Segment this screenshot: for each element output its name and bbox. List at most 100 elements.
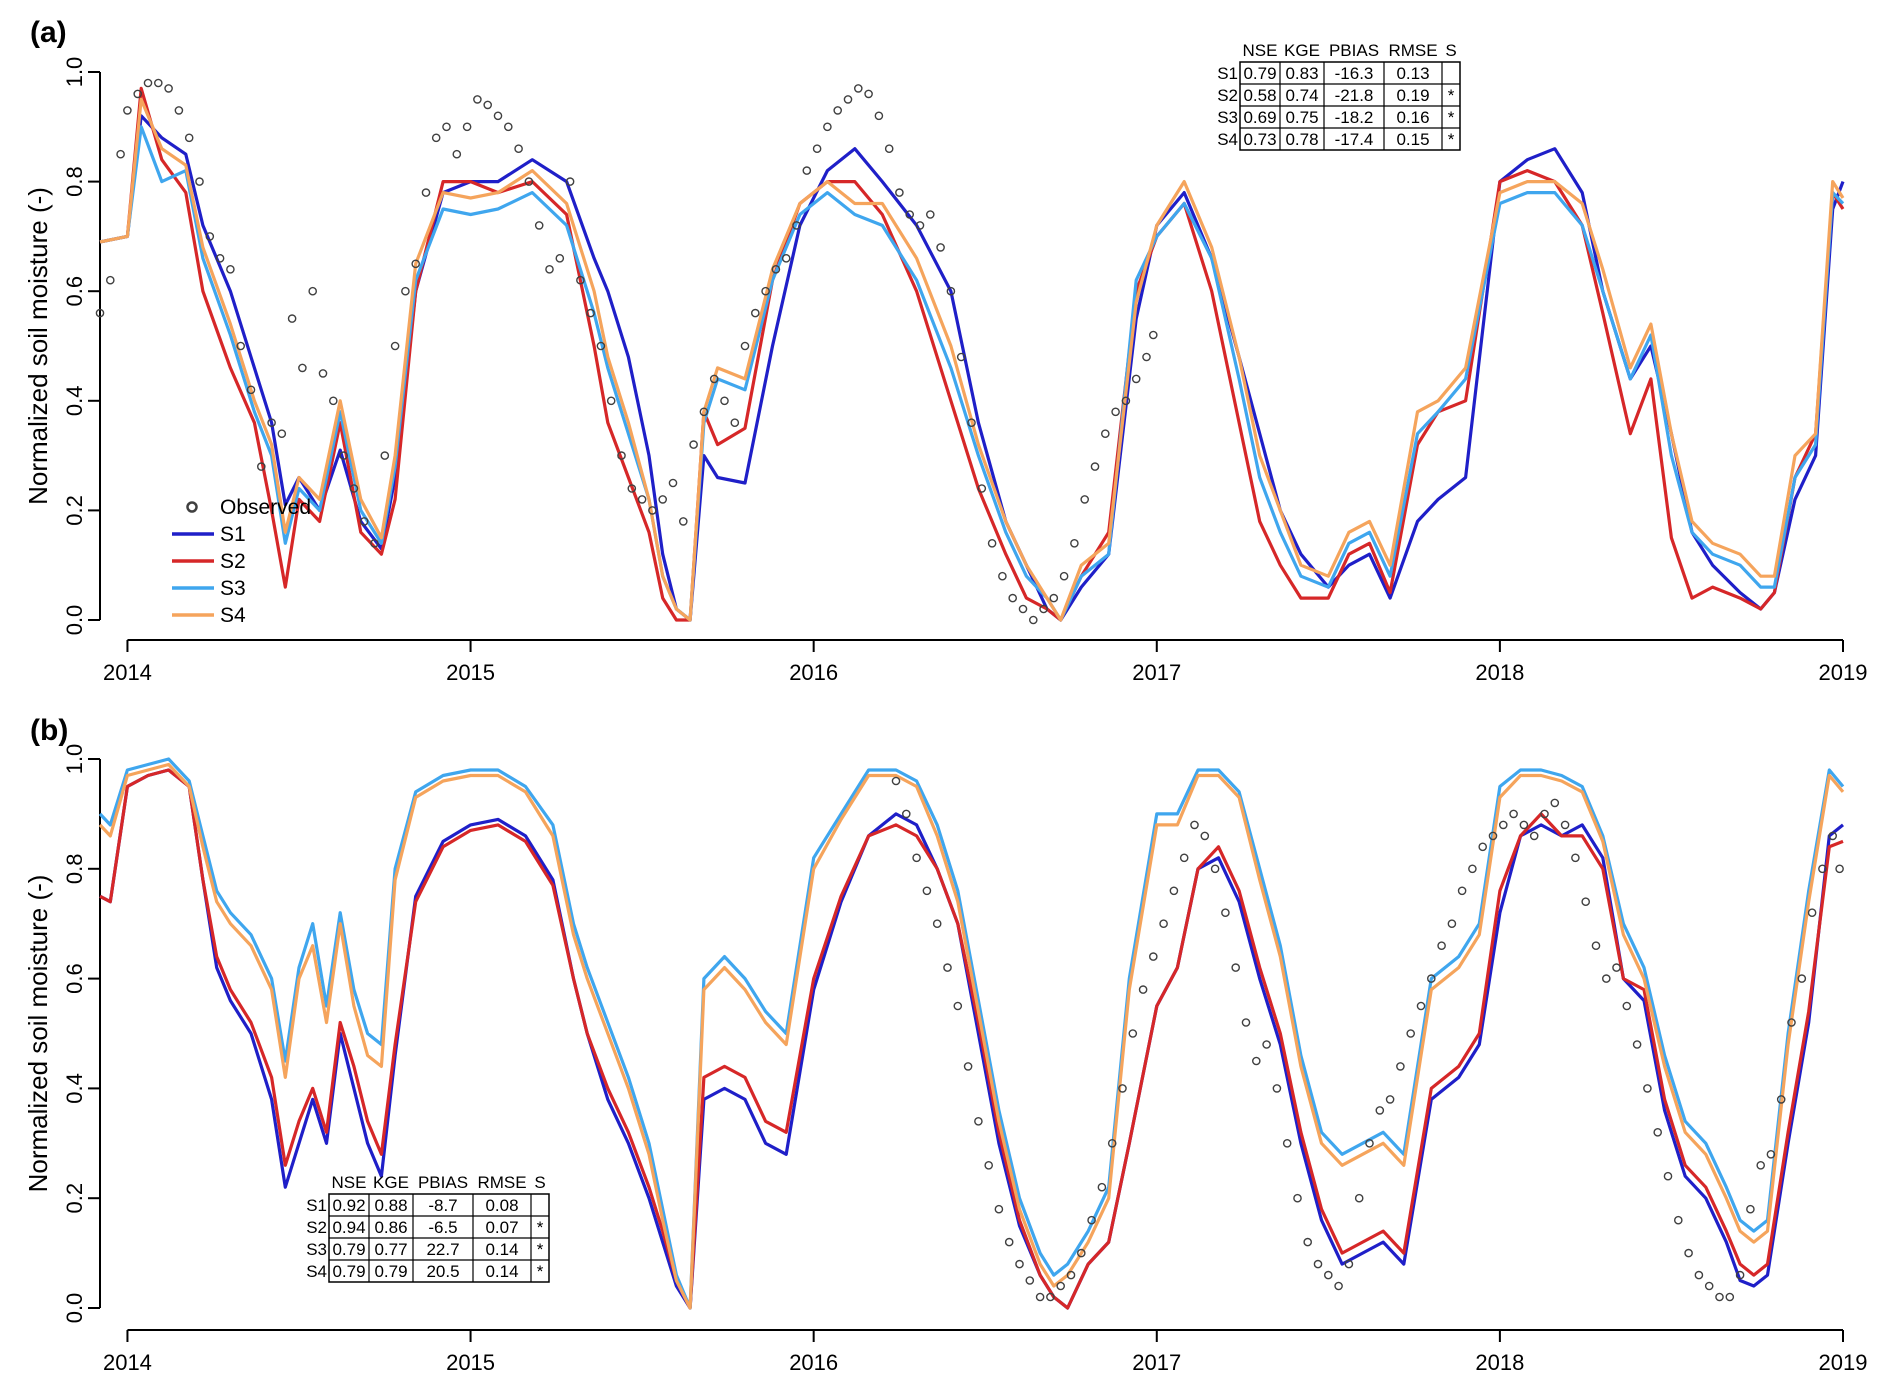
observed-point [720, 396, 729, 406]
observed-point [1416, 1001, 1426, 1011]
observed-point [1591, 941, 1601, 951]
observed-point [1324, 1270, 1333, 1280]
observed-point [380, 451, 390, 460]
observed-point [1231, 963, 1240, 972]
panel-label: (a) [30, 16, 67, 49]
observed-point [1149, 330, 1158, 340]
observed-point [943, 963, 952, 972]
observed-point [953, 1001, 963, 1011]
observed-point [1354, 1193, 1364, 1203]
observed-point [1746, 1204, 1755, 1214]
table-cell: 0.07 [485, 1218, 518, 1237]
observed-point [912, 853, 921, 863]
observed-point [1776, 1095, 1786, 1104]
observed-point [658, 495, 668, 504]
series-line-s1 [99, 114, 1845, 622]
observed-point [1694, 1270, 1704, 1280]
table-cell: -16.3 [1335, 64, 1374, 83]
observed-point [565, 177, 575, 186]
observed-point [370, 539, 379, 548]
y-tick-label: 0.4 [62, 386, 87, 417]
legend-marker-observed [186, 501, 198, 513]
observed-point [648, 506, 657, 515]
table-cell: -6.5 [428, 1218, 457, 1237]
observed-point [1066, 1270, 1076, 1280]
observed-point [1632, 1040, 1642, 1049]
table-header-cell: NSE [332, 1173, 367, 1192]
table-cell: 0.13 [1396, 64, 1429, 83]
observed-point [699, 407, 709, 417]
observed-point [1643, 1084, 1652, 1093]
observed-point [1097, 1182, 1107, 1192]
observed-point [895, 188, 904, 197]
table-cell: 0.88 [374, 1196, 407, 1215]
observed-point [915, 221, 925, 230]
observed-point [1334, 1281, 1343, 1291]
observed-point [116, 149, 125, 159]
table-cell: * [1448, 86, 1455, 105]
table-cell: 0.79 [1243, 64, 1276, 83]
observed-point [1046, 1292, 1055, 1302]
table-cell: 0.58 [1243, 86, 1276, 105]
observed-point [1581, 897, 1590, 907]
observed-point [493, 111, 503, 121]
observed-point [462, 122, 472, 132]
observed-point [1131, 374, 1141, 384]
observed-point [874, 111, 884, 121]
observed-point [1807, 908, 1817, 918]
observed-point [984, 1161, 994, 1170]
observed-point [1128, 1029, 1138, 1038]
observed-point [1571, 853, 1580, 863]
table-cell: -21.8 [1335, 86, 1374, 105]
observed-point [1077, 1248, 1086, 1258]
panel-label: (b) [30, 714, 68, 747]
table-row-label: S1 [306, 1196, 327, 1215]
observed-point [1210, 864, 1220, 874]
x-tick-label: 2014 [103, 1350, 152, 1375]
table-row-label: S3 [1217, 108, 1238, 127]
observed-point [977, 484, 987, 493]
panel-a: (a) 0.0 0.2 0.4 0.6 0.8 1.0 2014 2015 2016 2017 201… [23, 16, 1868, 685]
table-cell: 0.73 [1243, 130, 1276, 149]
observed-point [1080, 495, 1089, 504]
series-line-s3 [99, 125, 1845, 622]
observed-point [1111, 407, 1120, 417]
table-cell: -18.2 [1335, 108, 1374, 127]
observed-point [679, 517, 688, 526]
legend-label: S3 [220, 577, 246, 600]
observed-point [1427, 974, 1436, 983]
observed-point [298, 363, 307, 373]
observed-point [401, 286, 410, 296]
table-cell: * [537, 1240, 544, 1259]
observed-point [740, 341, 750, 351]
table-cell: 0.69 [1243, 108, 1276, 127]
observed-point [1766, 1150, 1776, 1159]
series-line-s4 [98, 762, 1845, 1310]
observed-point [195, 177, 204, 186]
observed-point [205, 232, 215, 241]
observed-point [1560, 820, 1570, 830]
table-header-cell: RMSE [1388, 41, 1437, 60]
observed-point [1735, 1270, 1745, 1280]
observed-point [555, 253, 565, 263]
observed-point [1375, 1106, 1385, 1115]
observed-point [1018, 604, 1028, 614]
observed-point [1059, 571, 1069, 581]
observed-point [812, 144, 822, 153]
observed-point [1499, 820, 1508, 830]
y-tick-label: 0.8 [62, 854, 87, 885]
observed-point [411, 259, 421, 269]
observed-point [1303, 1237, 1312, 1247]
y-tick-label: 0.6 [62, 276, 87, 307]
observed-point [1602, 974, 1611, 983]
y-axis-title: Normalized soil moisture (-) [23, 187, 53, 505]
observed-point [1447, 919, 1457, 929]
observed-point [1107, 1139, 1117, 1148]
observed-point [586, 308, 595, 318]
observed-point [998, 571, 1007, 581]
observed-point [1797, 974, 1807, 983]
table-cell: 0.16 [1396, 108, 1429, 127]
observed-point [1049, 593, 1059, 603]
observed-point [1457, 886, 1467, 896]
observed-point [902, 809, 911, 819]
